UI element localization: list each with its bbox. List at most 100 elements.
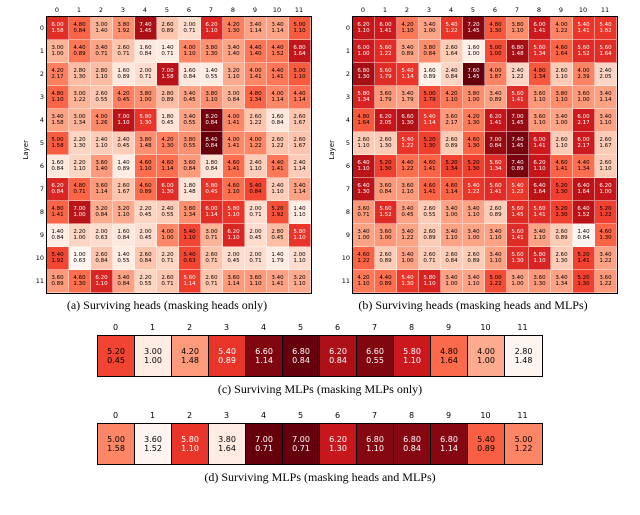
heatmap-c: 0 1 2 3 4 5 6 7 8 9 10 11 5.20 0.45 3.00 1.00 4.20 1.48 5.… bbox=[97, 323, 543, 377]
heatmap-cell: 3.60 0.89 bbox=[47, 270, 69, 293]
heatmap-cell: 2.60 1.67 bbox=[289, 132, 311, 155]
heatmap-cell: 2.00 1.10 bbox=[289, 247, 311, 270]
heatmap-cell: 2.40 0.55 bbox=[157, 201, 179, 224]
heatmap-cell: 5.80 1.10 bbox=[419, 270, 441, 293]
heatmap-cell: 5.80 1.10 bbox=[172, 424, 209, 464]
heatmap-cell: 3.60 0.71 bbox=[353, 201, 375, 224]
heatmap-cell: 3.40 1.10 bbox=[463, 201, 485, 224]
heatmap-cell: 6.20 1.10 bbox=[91, 270, 113, 293]
x-tick-label: 6 bbox=[492, 6, 498, 14]
y-tick-label: 6 bbox=[345, 161, 350, 170]
heatmap-cell: 2.60 0.89 bbox=[551, 224, 573, 247]
heatmap-cell: 2.00 0.71 bbox=[179, 17, 201, 40]
heatmap-cell: 5.60 1.41 bbox=[485, 178, 507, 201]
heatmap-cell: 3.40 1.58 bbox=[47, 109, 69, 132]
heatmap-cell: 3.20 1.10 bbox=[289, 270, 311, 293]
x-tick-label: 0 bbox=[112, 411, 119, 420]
heatmap-cell: 2.60 1.30 bbox=[551, 247, 573, 270]
heatmap-cell: 6.60 1.30 bbox=[397, 109, 419, 132]
heatmap-cell: 8.20 0.84 bbox=[201, 109, 223, 132]
heatmap-cell: 4.40 1.34 bbox=[573, 155, 595, 178]
heatmap-cell: 3.20 0.84 bbox=[91, 201, 113, 224]
heatmap-cell: 6.00 1.41 bbox=[529, 132, 551, 155]
heatmap-cell: 5.40 1.22 bbox=[441, 17, 463, 40]
heatmap-cell: 3.40 1.00 bbox=[507, 270, 529, 293]
y-tick-label: 0 bbox=[39, 23, 44, 32]
heatmap-cell: 3.40 0.55 bbox=[179, 109, 201, 132]
heatmap-cell: 8.40 0.84 bbox=[201, 132, 223, 155]
heatmap-cell: 6.80 1.64 bbox=[289, 40, 311, 63]
heatmap-cell: 4.40 1.40 bbox=[245, 40, 267, 63]
heatmap-cell: 7.40 1.45 bbox=[507, 132, 529, 155]
heatmap-cell: 6.40 1.52 bbox=[573, 201, 595, 224]
y-tick-label: 1 bbox=[345, 46, 350, 55]
heatmap-cell: 2.20 1.10 bbox=[69, 155, 91, 178]
heatmap-cell: 2.40 0.84 bbox=[441, 63, 463, 86]
heatmap-cell: 2.60 1.10 bbox=[595, 155, 617, 178]
heatmap-cell: 2.40 1.22 bbox=[507, 63, 529, 86]
heatmap-cell: 5.60 1.34 bbox=[485, 155, 507, 178]
heatmap-cell: 3.40 1.22 bbox=[595, 247, 617, 270]
heatmap-cell: 4.00 1.10 bbox=[179, 40, 201, 63]
heatmap-cell: 2.40 1.14 bbox=[289, 155, 311, 178]
x-tick-label: 4 bbox=[142, 6, 148, 14]
y-tick-label: 8 bbox=[39, 207, 44, 216]
heatmap-cell: 2.60 0.71 bbox=[419, 247, 441, 270]
heatmap-cell: 3.80 0.84 bbox=[419, 40, 441, 63]
heatmap-cell: 4.60 1.30 bbox=[463, 132, 485, 155]
heatmap-cell: 3.40 1.22 bbox=[397, 224, 419, 247]
x-tick-label: 11 bbox=[517, 323, 528, 332]
x-tick-label: 1 bbox=[149, 411, 156, 420]
heatmap-cell: 5.20 1.30 bbox=[573, 270, 595, 293]
x-tick-label: 11 bbox=[600, 6, 610, 14]
heatmap-cell: 5.60 1.52 bbox=[375, 201, 397, 224]
heatmap-cell: 6.80 1.48 bbox=[507, 40, 529, 63]
heatmap-cell: 3.80 1.10 bbox=[201, 86, 223, 109]
heatmap-cell: 3.60 1.10 bbox=[529, 109, 551, 132]
x-tick-label: 7 bbox=[371, 323, 378, 332]
heatmap-cell: 5.60 1.45 bbox=[507, 201, 529, 224]
heatmap-cell: 5.40 1.10 bbox=[179, 224, 201, 247]
heatmap-cell: 1.00 0.63 bbox=[69, 247, 91, 270]
heatmap-cell: 3.40 1.10 bbox=[595, 109, 617, 132]
y-tick-label: 7 bbox=[39, 184, 44, 193]
heatmap-d: 0 1 2 3 4 5 6 7 8 9 10 11 5.00 1.58 3.60 1.52 5.80 1.10 3.… bbox=[97, 411, 543, 465]
heatmap-cell: 6.00 1.58 bbox=[47, 17, 69, 40]
heatmap-cell: 5.00 1.00 bbox=[485, 40, 507, 63]
heatmap-cell: 1.60 0.84 bbox=[135, 40, 157, 63]
heatmap-cell: 4.20 1.10 bbox=[397, 17, 419, 40]
heatmap-cell: 6.20 1.00 bbox=[595, 178, 617, 201]
heatmap-cell: 1.60 0.84 bbox=[179, 63, 201, 86]
heatmap-cell: 2.60 1.10 bbox=[551, 63, 573, 86]
heatmap-cell: 5.00 1.79 bbox=[419, 86, 441, 109]
x-tick-label: 7 bbox=[514, 6, 520, 14]
heatmap-cell: 3.40 1.00 bbox=[441, 270, 463, 293]
heatmap-cell: 5.40 1.14 bbox=[419, 109, 441, 132]
heatmap-cell: 4.60 1.10 bbox=[135, 155, 157, 178]
heatmap-cell: 3.60 0.84 bbox=[375, 178, 397, 201]
heatmap-cell: 3.80 1.34 bbox=[179, 201, 201, 224]
x-tick-label: 1 bbox=[382, 6, 388, 14]
heatmap-cell: 2.80 0.89 bbox=[157, 86, 179, 109]
x-tick-label: 2 bbox=[404, 6, 410, 14]
heatmap-cell: 1.60 0.84 bbox=[113, 224, 135, 247]
heatmap-cell: 6.00 1.14 bbox=[201, 201, 223, 224]
heatmap-cell: 5.80 0.45 bbox=[201, 178, 223, 201]
heatmap-cell: 6.00 2.17 bbox=[573, 132, 595, 155]
heatmap-cell: 5.20 1.92 bbox=[267, 201, 289, 224]
heatmap-cell: 5.00 1.22 bbox=[505, 424, 542, 464]
heatmap-cell: 5.40 1.22 bbox=[397, 132, 419, 155]
heatmap-cell: 2.60 0.89 bbox=[375, 247, 397, 270]
heatmap-cell: 3.80 1.00 bbox=[463, 86, 485, 109]
heatmap-cell: 2.80 1.10 bbox=[91, 63, 113, 86]
heatmap-cell: 3.40 1.10 bbox=[441, 224, 463, 247]
y-tick-label: 2 bbox=[39, 69, 44, 78]
heatmap-cell: 2.40 1.10 bbox=[91, 132, 113, 155]
heatmap-cell: 2.20 0.71 bbox=[157, 247, 179, 270]
heatmap-cell: 3.60 1.10 bbox=[245, 270, 267, 293]
x-tick-label: 3 bbox=[223, 411, 230, 420]
y-tick-label: 9 bbox=[39, 230, 44, 239]
heatmap-cell: 4.40 1.41 bbox=[267, 63, 289, 86]
heatmap-cell: 5.40 1.22 bbox=[463, 178, 485, 201]
heatmap-cell: 4.00 1.00 bbox=[157, 224, 179, 247]
